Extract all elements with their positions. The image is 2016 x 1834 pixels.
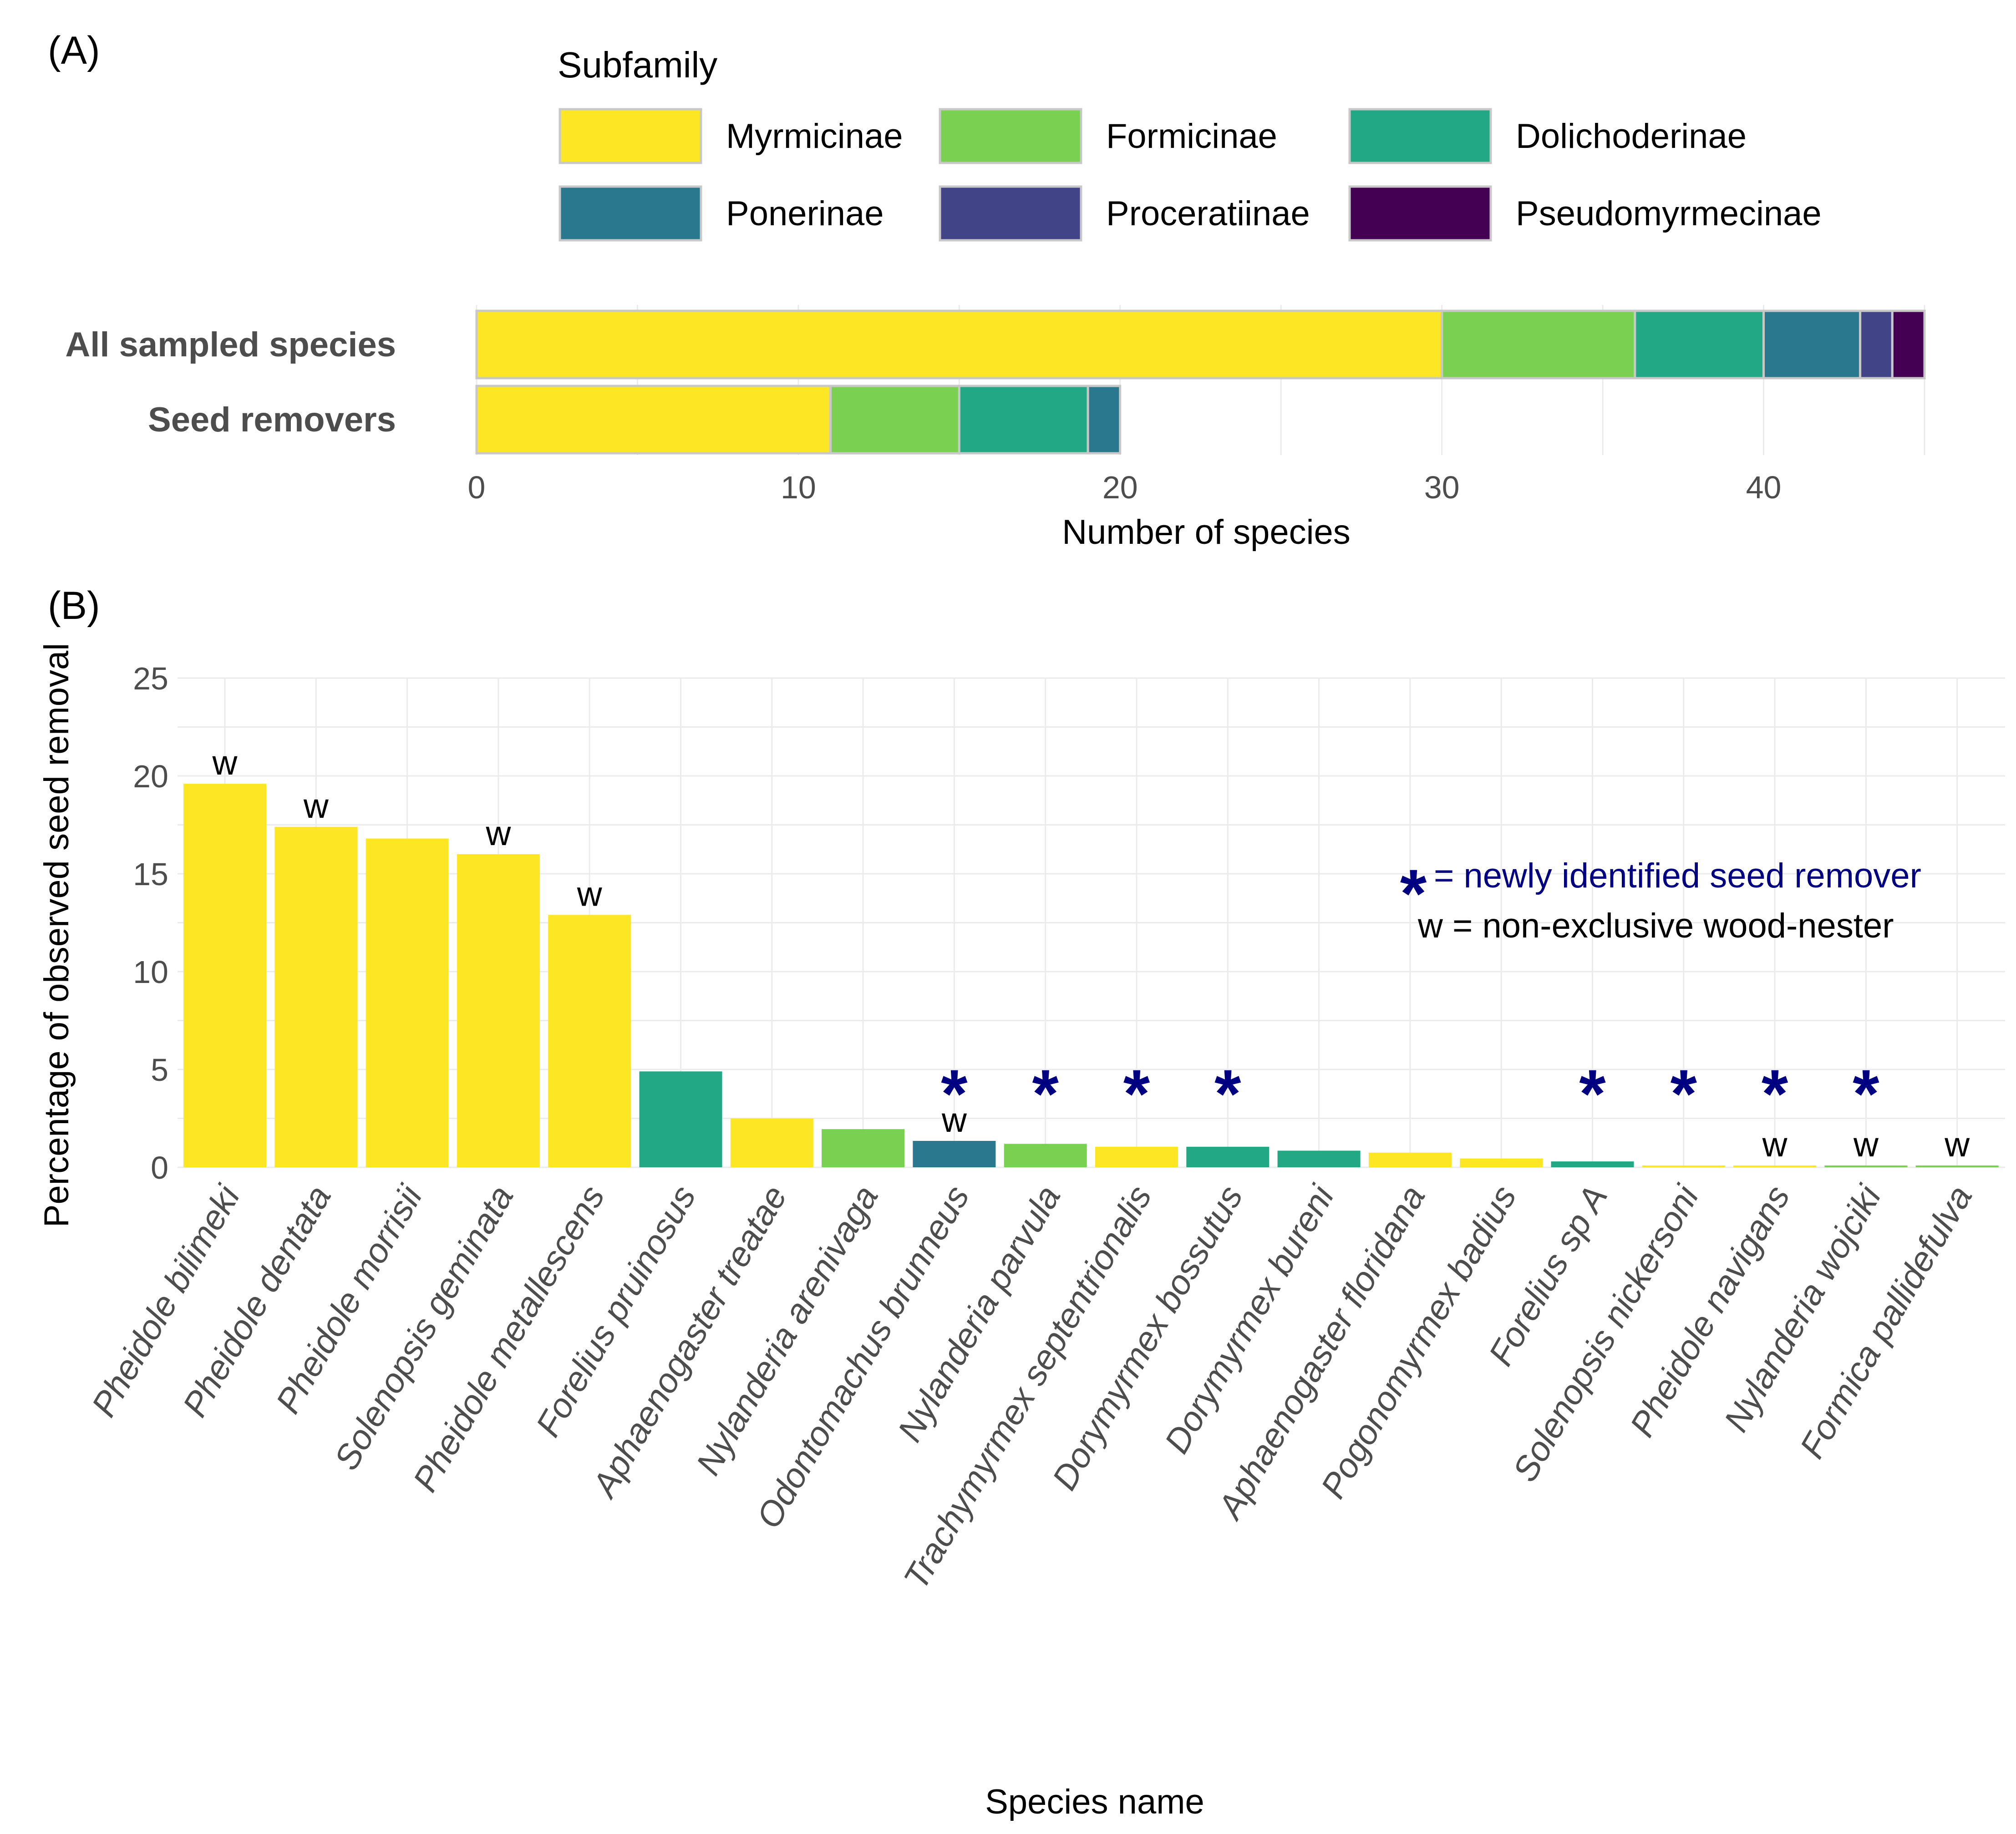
panel-a-bar-segment (958, 385, 1089, 455)
panel-b-bar (1551, 1161, 1634, 1167)
panel-b-bar (457, 854, 540, 1167)
panel-a-bar-segment (475, 385, 832, 455)
species-label: Dorymyrmex bureni (1157, 1178, 1342, 1460)
panel-b-bar (1915, 1165, 1999, 1167)
panel-b-x-axis-title: Species name (985, 1783, 1204, 1821)
wood-nester-marker: w (485, 814, 511, 853)
panel-a-x-tick-label: 30 (1424, 470, 1460, 505)
panel-a-x-tick-label: 20 (1102, 470, 1138, 505)
legend-label-myrmicinae: Myrmicinae (726, 117, 903, 156)
legend-swatch-formicinae (939, 108, 1082, 164)
legend-label-formicinae: Formicinae (1106, 117, 1277, 156)
legend-label-pseudomyrmecinae: Pseudomyrmecinae (1516, 194, 1822, 233)
panel-b-bar (1186, 1146, 1270, 1167)
panel-a-x-tick-label: 0 (468, 470, 486, 505)
panel-b-bar (1277, 1150, 1361, 1167)
species-label: Nylanderia parvula (890, 1179, 1068, 1448)
wood-nester-marker: w (212, 744, 238, 782)
panel-a-bar-segment (1859, 309, 1894, 380)
wood-nester-marker: w (941, 1101, 967, 1140)
wood-nester-marker: w (303, 787, 329, 826)
wood-nester-marker: w (1853, 1125, 1879, 1164)
legend-swatch-pseudomyrmecinae (1348, 185, 1492, 242)
wood-nester-note: w = non-exclusive wood-nester (1417, 907, 1894, 945)
newly-identified-star-icon: * (941, 1055, 968, 1132)
panel-a-bars (475, 309, 1926, 455)
panel-b-bar (274, 826, 358, 1167)
newly-identified-star-icon: * (1214, 1055, 1241, 1132)
panel-b-bar (1733, 1165, 1817, 1167)
panel-a-bar-segment (1762, 309, 1862, 380)
legend-title: Subfamily (558, 45, 717, 85)
newly-identified-star-icon: * (1762, 1055, 1788, 1132)
panel-b-bar (1095, 1146, 1178, 1167)
panel-a-bar-segment (1087, 385, 1122, 455)
newly-identified-star-icon: * (1853, 1055, 1879, 1132)
panel-b-y-tick-label: 5 (151, 1052, 168, 1088)
legend-label-proceratiinae: Proceratiinae (1106, 194, 1310, 233)
panel-b-bar (366, 838, 449, 1167)
panel-b-bar (1004, 1144, 1087, 1167)
panel-a-bar-segment (1634, 309, 1765, 380)
panel-b-y-ticks: 0 5 10 15 20 25 (133, 661, 168, 1186)
species-label: Forelius pruinosus (528, 1179, 703, 1443)
panel-a-bar-segment (829, 385, 960, 455)
panel-a-x-tick-label: 10 (781, 470, 816, 505)
panel-b-bar (1824, 1165, 1908, 1167)
newly-identified-star-icon: * (1032, 1055, 1059, 1132)
panel-b-bar (913, 1140, 996, 1167)
panel-a-label: (A) (48, 29, 100, 72)
legend-swatch-myrmicinae (559, 108, 702, 164)
species-label: Pheidole navigans (1623, 1179, 1798, 1443)
panel-a-x-ticks: 0 10 20 30 40 (468, 470, 1782, 505)
panel-a-category-label: Seed removers (148, 400, 396, 439)
panel-b-bar (822, 1129, 905, 1167)
panel-a-bar-segment (1441, 309, 1636, 380)
panel-b-bar (1368, 1152, 1452, 1167)
species-label: Formica pallidefulva (1793, 1179, 1980, 1465)
panel-a-x-axis-title: Number of species (1062, 513, 1351, 552)
newly-identified-star-icon: * (1579, 1055, 1606, 1132)
newly-identified-star-icon: * (1671, 1055, 1697, 1132)
panel-b-y-tick-label: 10 (133, 954, 168, 990)
wood-nester-marker: w (1762, 1125, 1788, 1164)
panel-b-bar (639, 1071, 722, 1167)
newly-identified-star-icon: * (1123, 1055, 1150, 1132)
wood-nester-marker: w (577, 875, 603, 913)
panel-b-bar (1460, 1158, 1543, 1167)
panel-a-category-labels: All sampled species Seed removers (65, 325, 396, 439)
panel-a-bar-segment (475, 309, 1443, 380)
panel-b-y-tick-label: 20 (133, 759, 168, 794)
wood-nester-marker: w (1944, 1125, 1970, 1164)
panel-b-y-tick-label: 25 (133, 661, 168, 696)
panel-b-bar (183, 784, 266, 1167)
legend-label-ponerinae: Ponerinae (726, 194, 884, 233)
legend-swatch-ponerinae (559, 185, 702, 242)
panel-b-label: (B) (48, 584, 100, 628)
panel-b-bars (183, 784, 1999, 1167)
panel-b-bar (548, 915, 631, 1167)
legend-swatch-proceratiinae (939, 185, 1082, 242)
legend-label-dolichoderinae: Dolichoderinae (1516, 117, 1747, 156)
panel-b-y-tick-label: 0 (151, 1150, 168, 1186)
new-remover-note: = newly identified seed remover (1434, 856, 1921, 895)
panel-a-category-label: All sampled species (65, 325, 396, 364)
panel-b-y-axis-title: Percentage of observed seed removal (37, 643, 76, 1227)
legend-swatch-dolichoderinae (1348, 108, 1492, 164)
panel-a-x-tick-label: 40 (1746, 470, 1782, 505)
note-star-icon: * (1400, 855, 1427, 932)
species-label: Solenopsis geminata (327, 1179, 521, 1477)
panel-a-bar-segment (1891, 309, 1926, 380)
panel-b-bar (1642, 1165, 1725, 1167)
panel-b-bar (730, 1118, 813, 1167)
panel-b-y-tick-label: 15 (133, 856, 168, 892)
legend: Myrmicinae Formicinae Dolichoderinae Poneri… (559, 108, 1822, 242)
